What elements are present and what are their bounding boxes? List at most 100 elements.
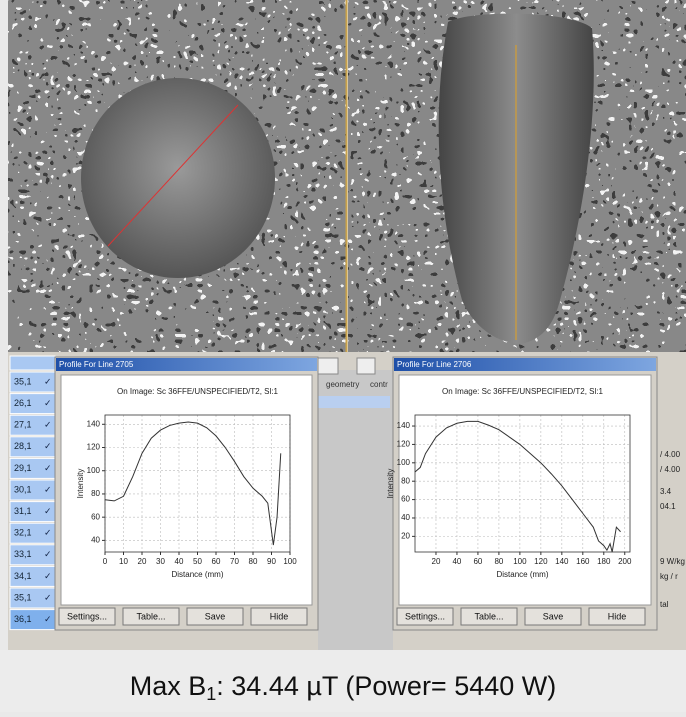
button-label: Table...: [136, 611, 165, 621]
button[interactable]: [186, 607, 244, 626]
chart-area: [398, 374, 652, 606]
button[interactable]: [460, 607, 518, 626]
y-tick-label: 60: [401, 495, 410, 504]
button[interactable]: [588, 607, 646, 626]
y-tick-label: 120: [87, 443, 101, 452]
row-check: ✓: [44, 463, 52, 473]
x-tick-label: 20: [138, 557, 147, 566]
row-label: 35,1: [14, 376, 32, 386]
x-tick-label: 140: [555, 557, 569, 566]
caption-area: [0, 650, 686, 712]
button[interactable]: [250, 607, 308, 626]
row-check: ✓: [44, 528, 52, 538]
side-value: / 4.00: [660, 465, 681, 474]
row-label: 30,1: [14, 484, 32, 494]
side-value: tal: [660, 600, 669, 609]
y-axis-label: Intensity: [386, 469, 395, 499]
row-label: 28,1: [14, 441, 32, 451]
x-tick-label: 70: [230, 557, 239, 566]
y-tick-label: 140: [87, 419, 101, 428]
row-check: ✓: [44, 420, 52, 430]
caption-prefix: Max B: [130, 671, 207, 701]
toolbar-icon[interactable]: [317, 357, 339, 375]
button[interactable]: [396, 607, 454, 626]
button[interactable]: [524, 607, 582, 626]
chart-title: On Image: Sc 36FFE/UNSPECIFIED/T2, Sl:1: [442, 387, 603, 396]
title-bar: [56, 358, 317, 371]
profile-line-left: [107, 104, 239, 247]
x-tick-label: 0: [103, 557, 108, 566]
y-tick-label: 20: [401, 531, 410, 540]
side-value: 04.1: [660, 502, 676, 511]
row-label: 27,1: [14, 420, 32, 430]
x-tick-label: 30: [156, 557, 165, 566]
row-check: ✓: [44, 571, 52, 581]
y-tick-label: 40: [91, 535, 100, 544]
button-label: Save: [543, 611, 564, 621]
x-tick-label: 200: [618, 557, 632, 566]
profile-line: [104, 421, 282, 546]
plot-frame: [414, 414, 631, 553]
row-label: 33,1: [14, 549, 32, 559]
row-label: 29,1: [14, 463, 32, 473]
side-value: 3.4: [660, 487, 672, 496]
row-label: 34,1: [14, 571, 32, 581]
caption-subscript: 1: [206, 684, 216, 704]
y-tick-label: 100: [397, 458, 411, 467]
row-check: ✓: [44, 484, 52, 494]
button-label: Table...: [474, 611, 503, 621]
x-tick-label: 100: [513, 557, 527, 566]
menu-column: [318, 370, 393, 650]
x-tick-label: 60: [212, 557, 221, 566]
y-tick-label: 60: [91, 512, 100, 521]
plot-frame: [104, 414, 291, 553]
y-tick-label: 80: [401, 476, 410, 485]
menu-highlight: [318, 396, 390, 408]
button-label: Settings...: [405, 611, 445, 621]
row-label: 35,1: [14, 592, 32, 602]
x-tick-label: 80: [249, 557, 258, 566]
row-check: ✓: [44, 441, 52, 451]
y-tick-label: 40: [401, 513, 410, 522]
button[interactable]: [58, 607, 116, 626]
window-title: Profile For Line 2706: [397, 360, 472, 369]
x-tick-label: 120: [534, 557, 548, 566]
side-value: / 4.00: [660, 450, 681, 459]
button[interactable]: [122, 607, 180, 626]
tab-label[interactable]: contr: [370, 380, 388, 389]
x-tick-label: 90: [267, 557, 276, 566]
row-check: ✓: [44, 398, 52, 408]
y-tick-label: 100: [87, 466, 101, 475]
phantom-disc: [81, 78, 275, 278]
ui-layer: 35,1 ✓ 26,1 ✓ 27,1 ✓ 28,1 ✓ 29,1 ✓ 30,1 ✓ 31,1 ✓ 32,1 ✓…: [9, 355, 685, 631]
x-tick-label: 20: [432, 557, 441, 566]
title-bar: [394, 358, 656, 371]
y-tick-label: 80: [91, 489, 100, 498]
toolbar-icon[interactable]: [356, 357, 376, 375]
row-label: 36,1: [14, 614, 32, 624]
x-tick-label: 80: [494, 557, 503, 566]
row-check: ✓: [44, 376, 52, 386]
x-tick-label: 40: [452, 557, 461, 566]
row-label: 26,1: [14, 398, 32, 408]
row-check: ✓: [44, 614, 52, 624]
tab-label[interactable]: geometry: [326, 380, 359, 389]
row-label: 32,1: [14, 528, 32, 538]
side-value: 9 W/kg: [660, 557, 685, 566]
x-axis-label: Distance (mm): [171, 570, 223, 579]
profile-line: [414, 420, 621, 553]
chart-title: On Image: Sc 36FFE/UNSPECIFIED/T2, Sl:1: [117, 387, 278, 396]
button-label: Hide: [270, 611, 289, 621]
window-title: Profile For Line 2705: [59, 360, 134, 369]
caption-suffix: : 34.44 µT (Power= 5440 W): [216, 671, 556, 701]
row-label: 31,1: [14, 506, 32, 516]
y-axis-label: Intensity: [76, 469, 85, 499]
button-label: Settings...: [67, 611, 107, 621]
list-header: [9, 355, 56, 371]
chart-area: [60, 374, 313, 606]
y-tick-label: 120: [397, 440, 411, 449]
x-tick-label: 40: [175, 557, 184, 566]
side-value: kg / r: [660, 572, 678, 581]
